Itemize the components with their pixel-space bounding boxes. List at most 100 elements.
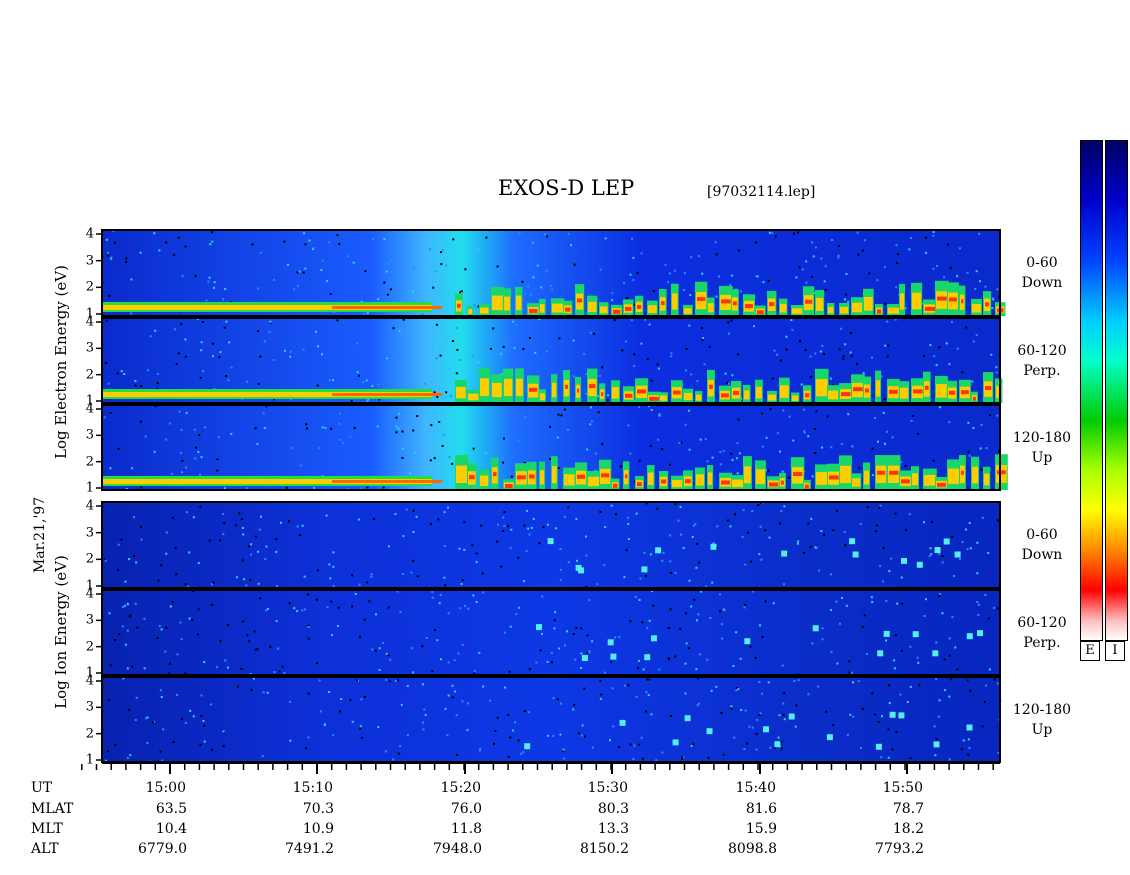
- noise-speck: [684, 272, 686, 275]
- noise-speck: [669, 571, 672, 574]
- noise-speck: [174, 546, 177, 549]
- pitch-range: 120-180: [1012, 429, 1072, 446]
- noise-speck: [187, 585, 190, 588]
- noise-speck: [989, 414, 991, 417]
- noise-speck: [472, 447, 475, 450]
- noise-speck: [464, 604, 466, 607]
- electron-burst-peak: [637, 482, 642, 487]
- noise-speck: [638, 599, 641, 601]
- noise-speck: [198, 434, 201, 436]
- noise-speck: [730, 452, 733, 455]
- electron-burst-core: [540, 470, 545, 485]
- noise-speck: [792, 439, 795, 442]
- noise-speck: [475, 601, 478, 603]
- noise-speck: [517, 440, 520, 443]
- noise-speck: [621, 349, 624, 352]
- y-tick-label: 2: [85, 639, 94, 655]
- noise-speck: [541, 632, 543, 635]
- noise-speck: [697, 613, 700, 616]
- noise-speck: [623, 282, 626, 284]
- noise-speck: [943, 658, 946, 661]
- noise-speck: [109, 467, 112, 470]
- noise-speck: [197, 562, 200, 564]
- noise-speck: [554, 527, 557, 530]
- noise-speck: [300, 464, 302, 467]
- noise-speck: [760, 502, 763, 505]
- noise-speck: [878, 506, 881, 509]
- noise-speck: [169, 605, 172, 608]
- noise-speck: [442, 433, 445, 436]
- noise-speck: [984, 285, 987, 288]
- electron-burst-peak: [985, 386, 992, 390]
- noise-speck: [546, 660, 549, 663]
- noise-speck: [494, 729, 497, 732]
- noise-speck: [479, 747, 482, 750]
- noise-speck: [451, 340, 454, 342]
- noise-speck: [143, 667, 146, 670]
- electron-burst-peak: [637, 304, 642, 309]
- noise-speck: [547, 734, 550, 737]
- electron-burst-core: [972, 304, 981, 313]
- noise-speck: [497, 523, 500, 526]
- noise-speck: [128, 558, 131, 561]
- noise-speck: [976, 572, 979, 575]
- ephemeris-value: 76.0: [450, 801, 482, 817]
- noise-speck: [397, 679, 400, 682]
- noise-speck: [129, 614, 132, 617]
- noise-speck: [925, 251, 928, 254]
- noise-speck: [106, 750, 109, 753]
- noise-speck: [591, 640, 594, 643]
- noise-speck: [439, 354, 442, 357]
- noise-speck: [524, 415, 527, 418]
- noise-speck: [281, 665, 284, 668]
- noise-speck: [456, 349, 459, 351]
- noise-speck: [941, 612, 944, 615]
- noise-speck: [324, 426, 327, 429]
- noise-speck: [690, 744, 693, 747]
- noise-speck: [811, 642, 814, 645]
- electron-burst-core: [828, 390, 838, 400]
- noise-speck: [719, 463, 722, 466]
- noise-speck: [977, 613, 980, 616]
- noise-speck: [758, 681, 761, 684]
- noise-speck: [121, 625, 124, 628]
- noise-speck: [630, 319, 633, 322]
- electron-burst-core: [588, 476, 600, 487]
- noise-speck: [681, 755, 684, 758]
- noise-speck: [637, 659, 640, 662]
- noise-speck: [887, 344, 890, 347]
- noise-speck: [923, 521, 925, 524]
- noise-speck: [682, 756, 685, 758]
- noise-speck: [500, 373, 503, 376]
- electron-burst-core: [672, 293, 678, 310]
- noise-speck: [585, 372, 588, 375]
- noise-speck: [738, 249, 740, 252]
- ion-streak: [889, 711, 896, 718]
- noise-speck: [796, 542, 799, 545]
- noise-speck: [728, 332, 730, 335]
- noise-speck: [930, 553, 933, 556]
- y-tick-label: 4: [85, 314, 94, 330]
- noise-speck: [755, 748, 758, 751]
- noise-speck: [624, 684, 626, 687]
- noise-speck: [302, 271, 305, 274]
- noise-speck: [938, 406, 941, 409]
- noise-speck: [901, 602, 904, 605]
- noise-speck: [394, 513, 397, 516]
- noise-speck: [817, 685, 819, 688]
- noise-speck: [556, 698, 559, 701]
- noise-speck: [570, 244, 572, 247]
- noise-speck: [529, 293, 532, 296]
- noise-speck: [241, 526, 244, 529]
- noise-speck: [966, 679, 969, 682]
- noise-speck: [978, 232, 981, 235]
- noise-speck: [383, 281, 386, 284]
- noise-speck: [698, 561, 701, 564]
- noise-speck: [558, 337, 561, 340]
- noise-speck: [709, 617, 712, 619]
- noise-speck: [126, 629, 129, 632]
- noise-speck: [360, 698, 363, 701]
- noise-speck: [134, 380, 137, 382]
- noise-speck: [783, 692, 786, 695]
- noise-speck: [307, 637, 310, 640]
